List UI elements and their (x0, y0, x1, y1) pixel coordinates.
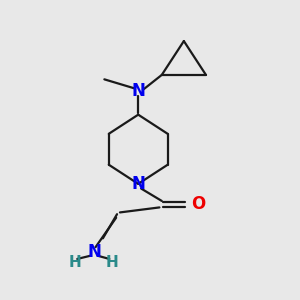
Text: H: H (68, 255, 81, 270)
Text: N: N (87, 243, 101, 261)
Text: N: N (131, 82, 145, 100)
Text: N: N (131, 175, 145, 193)
Text: O: O (190, 196, 205, 214)
Text: H: H (105, 255, 118, 270)
